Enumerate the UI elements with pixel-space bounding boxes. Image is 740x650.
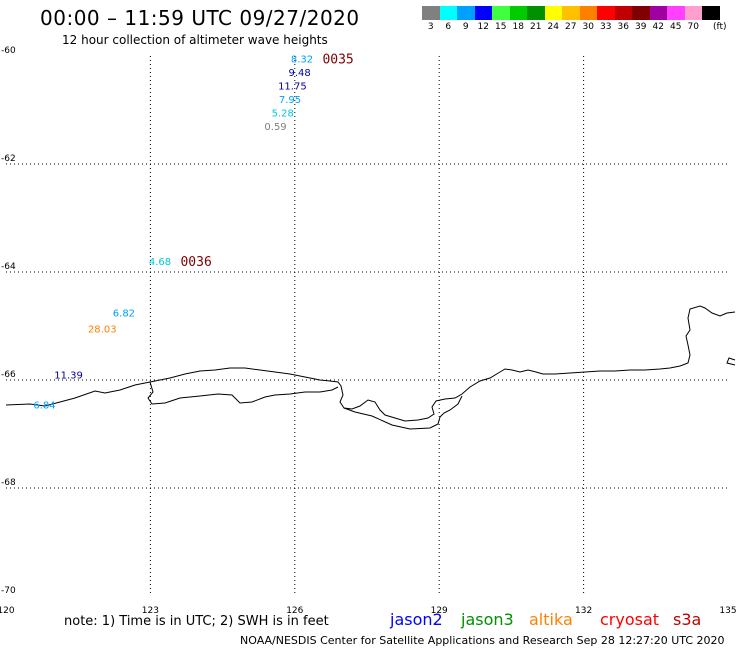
longitude-tick-label: 126	[286, 606, 303, 616]
legend-bin-label: 24	[547, 22, 559, 32]
latitude-tick-label: -62	[1, 154, 16, 164]
longitude-tick-label: 123	[142, 606, 159, 616]
legend-swatch	[422, 6, 440, 20]
wave-height-value: 8.32	[291, 55, 313, 66]
wave-height-value: 6.84	[33, 400, 55, 411]
legend-swatch	[527, 6, 545, 20]
legend-swatch	[544, 6, 562, 20]
wave-height-observations: 8.32 9.48 11.75 7.95 5.28 0.59 4.68 6.82 28.03 11…	[33, 53, 353, 412]
satellite-s3a: s3a	[673, 610, 702, 629]
latitude-tick-label: -60	[1, 46, 16, 56]
legend-bin-label: 30	[582, 22, 594, 32]
legend-bin-label: 21	[530, 22, 542, 32]
satellite-cryosat: cryosat	[600, 610, 660, 629]
legend-swatch	[562, 6, 580, 20]
latitude-tick-label: -66	[1, 370, 16, 380]
wave-height-value: 7.95	[279, 95, 301, 106]
legend-bin-label: 15	[495, 22, 507, 32]
legend-swatch	[632, 6, 650, 20]
legend-swatch	[667, 6, 685, 20]
footer-note: note: 1) Time is in UTC; 2) SWH is in fe…	[64, 614, 329, 629]
grid-lines	[6, 56, 728, 596]
latitude-tick-label: -64	[1, 262, 16, 272]
wave-height-value: 4.68	[149, 257, 171, 268]
legend-bin-label: 12	[477, 22, 489, 32]
legend-bin-label: 6	[445, 22, 452, 32]
legend-unit-label: (ft)	[713, 22, 727, 32]
pass-time-label: 0036	[180, 255, 211, 270]
legend-bin-label: 3	[427, 22, 434, 32]
longitude-tick-label: 135	[719, 606, 736, 616]
wave-height-value: 9.48	[288, 68, 310, 79]
credit-line: NOAA/NESDIS Center for Satellite Applica…	[240, 634, 725, 647]
legend-bin-label: 36	[617, 22, 629, 32]
legend-swatch	[492, 6, 510, 20]
wave-height-value: 11.75	[278, 82, 307, 93]
satellite-altika: altika	[529, 610, 573, 629]
longitude-tick-label: 120	[0, 606, 15, 616]
legend-swatch	[509, 6, 527, 20]
wave-height-value: 28.03	[88, 325, 117, 336]
wave-height-value: 6.82	[113, 309, 135, 320]
legend-swatch	[684, 6, 702, 20]
legend-bin-label: 45	[670, 22, 682, 32]
longitude-tick-label: 129	[431, 606, 448, 616]
legend-bin-label: 9	[462, 22, 469, 32]
page-subtitle: 12 hour collection of altimeter wave hei…	[62, 33, 328, 47]
legend-bin-label: 70	[687, 22, 699, 32]
coastline-inlet	[147, 381, 339, 405]
pass-time-label: 0035	[322, 53, 353, 68]
wave-height-color-legend	[422, 6, 720, 20]
legend-swatch	[614, 6, 632, 20]
latitude-tick-label: -68	[1, 478, 16, 488]
legend-swatch	[597, 6, 615, 20]
coastline-bay	[343, 395, 463, 430]
longitude-tick-label: 132	[575, 606, 592, 616]
satellite-jason3: jason3	[461, 610, 514, 629]
latitude-tick-label: -70	[1, 586, 16, 596]
antarctic-coastline	[5, 305, 736, 422]
legend-bin-labels: 3 6 9 12 15 18 21 24 27 30 33 36 39 42 45 70	[422, 22, 720, 32]
legend-bin-label: 27	[565, 22, 577, 32]
legend-bin-label: 18	[512, 22, 524, 32]
legend-swatch	[457, 6, 475, 20]
legend-swatch	[439, 6, 457, 20]
legend-swatch	[702, 6, 720, 20]
wave-height-value: 5.28	[272, 109, 294, 120]
axis-tick-labels: 120 123 126 129 132 135 -60 -62 -64 -66 -68 -70	[0, 46, 737, 616]
legend-swatch	[579, 6, 597, 20]
page-title: 00:00 – 11:59 UTC 09/27/2020	[40, 6, 360, 30]
legend-bin-label: 42	[652, 22, 664, 32]
satellite-jason2: jason2	[390, 610, 443, 629]
legend-swatch	[649, 6, 667, 20]
legend-bin-label: 33	[600, 22, 612, 32]
wave-height-value: 0.59	[264, 122, 286, 133]
legend-swatch	[474, 6, 492, 20]
legend-bin-label: 39	[635, 22, 647, 32]
wave-height-value: 11.39	[54, 371, 83, 382]
